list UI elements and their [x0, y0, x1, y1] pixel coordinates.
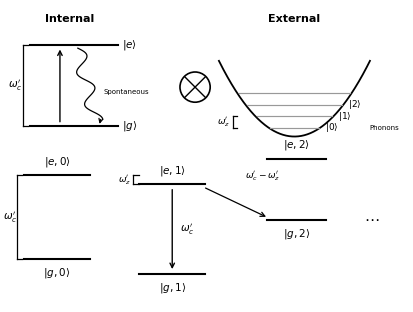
- Text: $|e\rangle$: $|e\rangle$: [122, 38, 137, 52]
- Text: $|e,2\rangle$: $|e,2\rangle$: [282, 139, 309, 152]
- Text: $\omega_c'$: $\omega_c'$: [180, 222, 194, 237]
- Text: Spontaneous: Spontaneous: [103, 89, 149, 95]
- Text: $\omega_z'$: $\omega_z'$: [118, 173, 131, 187]
- Text: $|g\rangle$: $|g\rangle$: [122, 119, 137, 133]
- Text: External: External: [268, 14, 320, 24]
- Text: $|g,2\rangle$: $|g,2\rangle$: [282, 227, 309, 241]
- Text: $|g,1\rangle$: $|g,1\rangle$: [158, 281, 185, 295]
- Text: $\omega_z'$: $\omega_z'$: [216, 115, 229, 129]
- Text: $|e,1\rangle$: $|e,1\rangle$: [158, 164, 185, 178]
- Text: $|g,0\rangle$: $|g,0\rangle$: [43, 266, 70, 280]
- Text: $|1\rangle$: $|1\rangle$: [337, 110, 351, 123]
- Text: $|2\rangle$: $|2\rangle$: [347, 98, 360, 111]
- Text: Phonons: Phonons: [368, 124, 398, 130]
- Text: $\omega_c'$: $\omega_c'$: [3, 210, 17, 225]
- Text: Internal: Internal: [45, 14, 94, 24]
- Text: $\cdots$: $\cdots$: [363, 212, 379, 227]
- Text: $|e,0\rangle$: $|e,0\rangle$: [43, 155, 70, 169]
- Text: $\omega_c'$: $\omega_c'$: [8, 78, 23, 93]
- Text: $|0\rangle$: $|0\rangle$: [324, 121, 337, 134]
- Text: $\omega_c' - \omega_z'$: $\omega_c' - \omega_z'$: [244, 169, 279, 183]
